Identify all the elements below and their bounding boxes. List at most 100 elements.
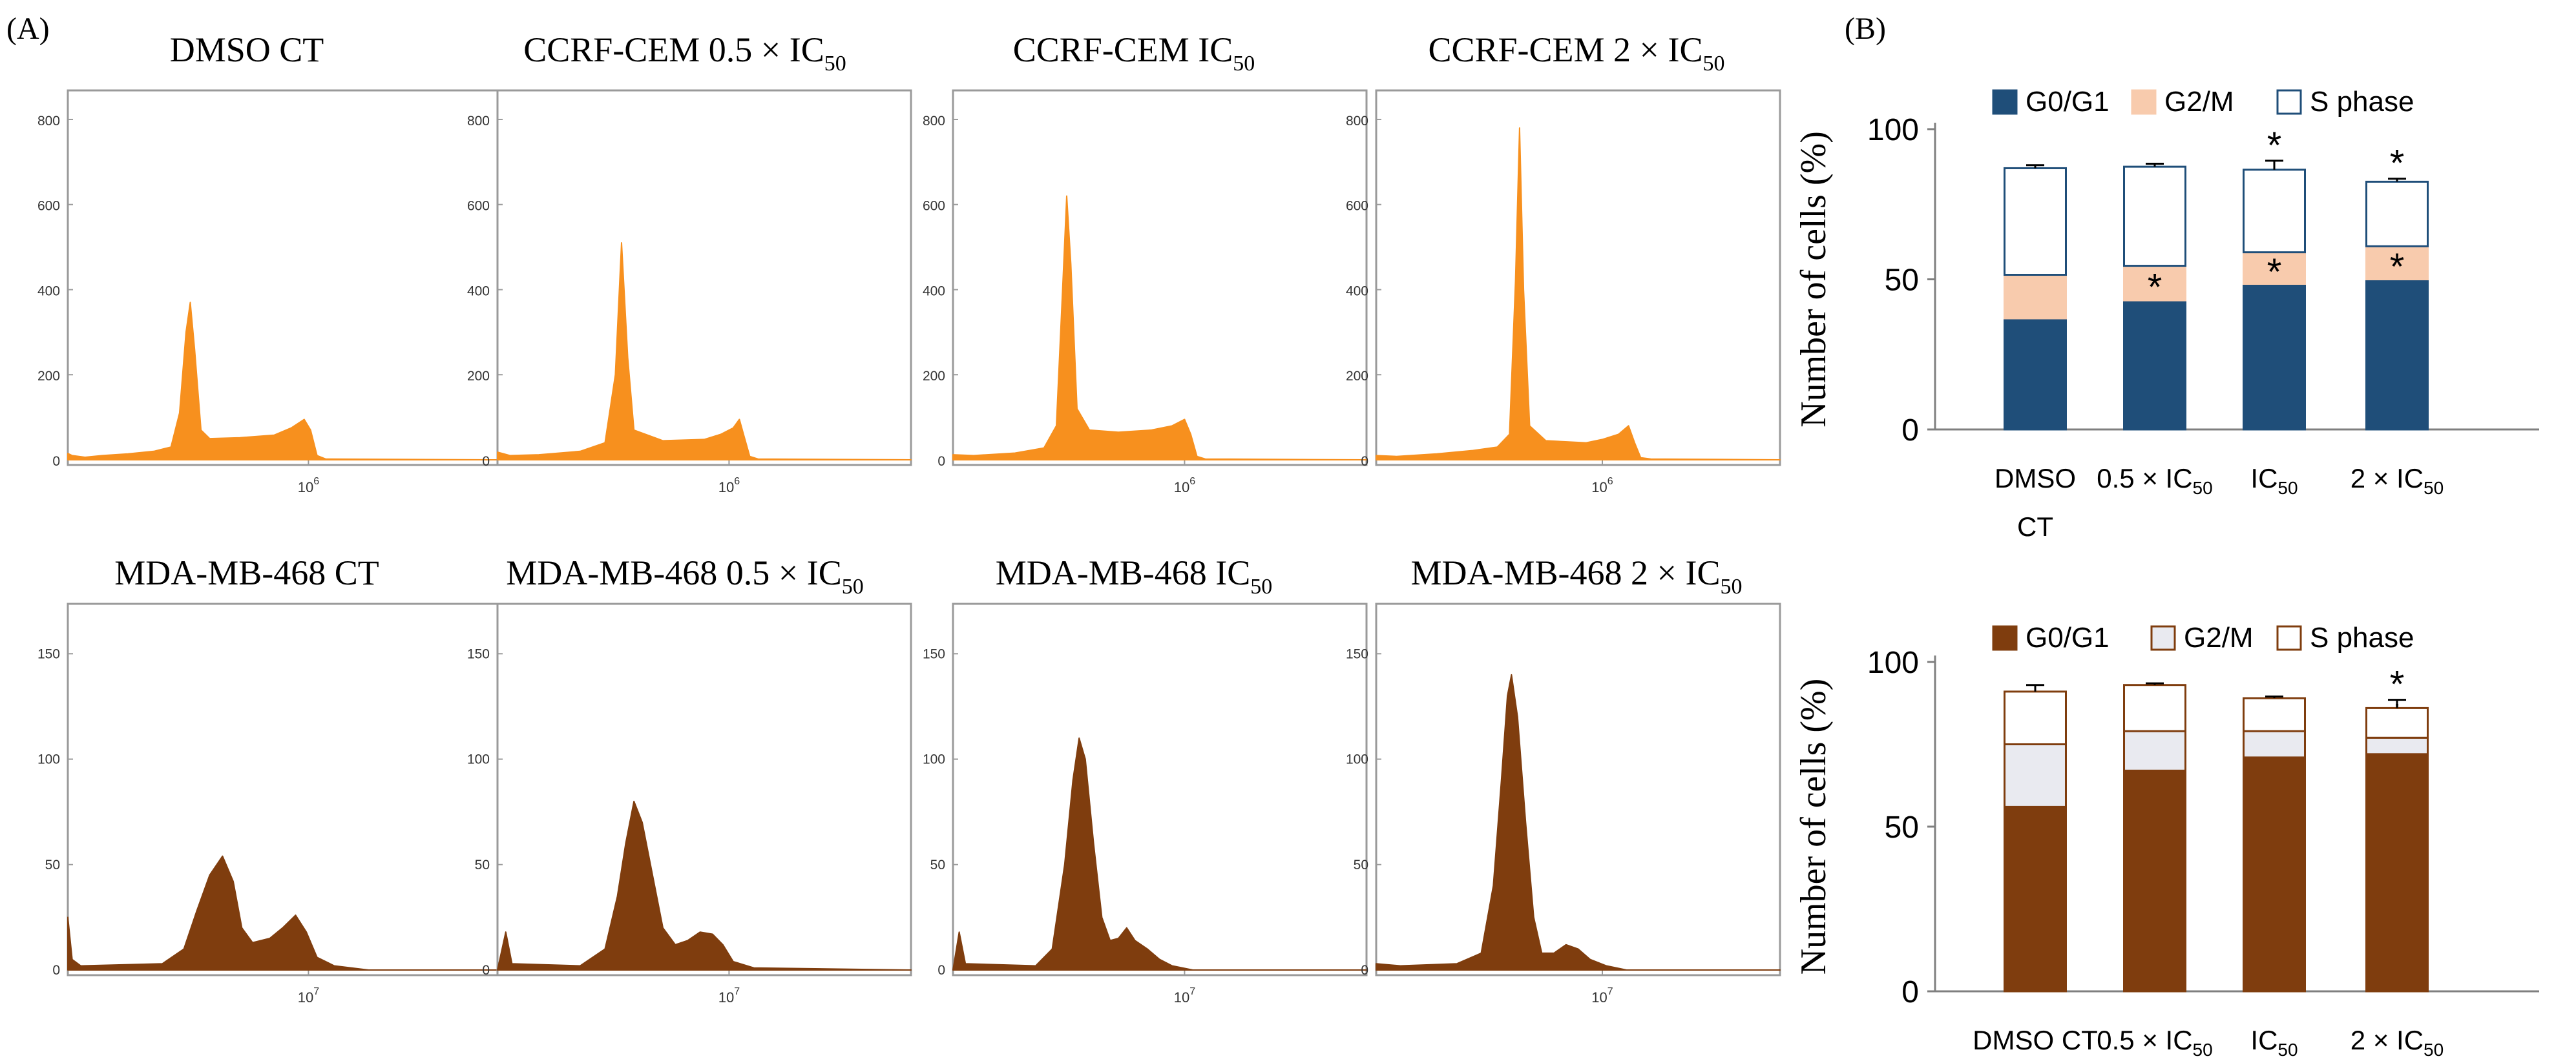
histogram-ytick-label: 50 — [930, 858, 945, 872]
histogram-ytick-label: 400 — [467, 284, 490, 298]
histogram-ytick-label: 150 — [37, 646, 60, 661]
histogram-ytick-label: 0 — [52, 963, 60, 978]
bar-s-phase — [2004, 167, 2067, 276]
bar-s-phase — [2243, 697, 2306, 732]
histogram-ytick-label: 0 — [937, 963, 945, 978]
stacked-bar-charts: 0 50 100 Number of cells (%) G0/G1 G2/M S phas… — [1794, 86, 2539, 1060]
panel-label-b: (B) — [1845, 12, 1886, 46]
legend-label: S phase — [2310, 86, 2414, 118]
bar-s-phase — [2004, 690, 2067, 746]
panel-label-a: (A) — [6, 12, 50, 46]
bar-g0-g1 — [2365, 753, 2429, 993]
histogram-1: CCRF-CEM 0.5 × IC50 0 200 400 600 800 106 — [467, 30, 912, 495]
legend-label: S phase — [2310, 622, 2414, 654]
histogram-ytick-label: 400 — [37, 284, 60, 298]
legend-swatch — [1992, 625, 2018, 651]
legend-swatch — [2150, 625, 2176, 651]
bar-g2-m — [2365, 245, 2429, 281]
category-label: DMSO — [1995, 463, 2076, 493]
histogram-ytick-label: 100 — [37, 752, 60, 767]
significance-star: * — [2390, 143, 2405, 185]
histogram-title: CCRF-CEM 2 × IC50 — [1428, 30, 1724, 76]
histogram-title: MDA-MB-468 2 × IC50 — [1411, 553, 1743, 599]
legend-label: G0/G1 — [2026, 622, 2110, 654]
histogram-area — [497, 242, 912, 460]
histogram-6: MDA-MB-468 IC50 0 50 100 150 107 — [923, 553, 1368, 1006]
bar-g0-g1 — [2123, 769, 2186, 993]
histogram-xtick-label: 107 — [718, 986, 740, 1006]
histogram-ytick-label: 0 — [937, 454, 945, 469]
bar-g0-g1 — [2365, 278, 2429, 431]
histogram-area — [67, 302, 498, 460]
histogram-xtick-label: 107 — [298, 986, 319, 1006]
y-tick-label: 0 — [1901, 975, 1919, 1009]
bar-g0-g1 — [2123, 299, 2186, 431]
bar-s-phase — [2365, 180, 2429, 247]
bar-g2-m — [2004, 274, 2067, 320]
category-label-line2: CT — [2017, 511, 2053, 542]
histogram-ytick-label: 800 — [923, 114, 945, 129]
significance-star: * — [2267, 125, 2282, 167]
category-label: 2 × IC50 — [2351, 1025, 2444, 1060]
histogram-area — [952, 195, 1367, 460]
histogram-frame — [496, 89, 912, 466]
bar-g2-m — [2123, 265, 2186, 302]
histogram-frame — [952, 89, 1368, 466]
histogram-ytick-label: 600 — [1346, 199, 1368, 214]
histogram-title: MDA-MB-468 IC50 — [996, 553, 1273, 599]
histogram-title: MDA-MB-468 CT — [114, 553, 379, 592]
y-tick-label: 50 — [1885, 810, 1919, 845]
legend-swatch — [1992, 89, 2018, 115]
bar-chart-0: 0 50 100 Number of cells (%) G0/G1 G2/M S phas… — [1794, 86, 2539, 542]
histogram-ytick-label: 200 — [923, 369, 945, 384]
significance-star: * — [2148, 266, 2162, 308]
histogram-ytick-label: 400 — [1346, 284, 1368, 298]
histogram-ytick-label: 0 — [1361, 454, 1368, 469]
histogram-title: DMSO CT — [170, 30, 324, 69]
histogram-ytick-label: 400 — [923, 284, 945, 298]
category-label: 0.5 × IC50 — [2097, 1025, 2212, 1060]
histogram-ytick-label: 800 — [37, 114, 60, 129]
histogram-xtick-label: 107 — [1174, 986, 1195, 1006]
legend-label: G0/G1 — [2026, 86, 2110, 118]
histogram-ytick-label: 150 — [923, 646, 945, 661]
histogram-xtick-label: 106 — [1591, 476, 1613, 495]
legend-label: G2/M — [2184, 622, 2254, 654]
histogram-ytick-label: 150 — [467, 646, 490, 661]
bar-g0-g1 — [2004, 805, 2067, 993]
y-tick-label: 100 — [1867, 113, 1919, 147]
histogram-frame — [67, 603, 499, 976]
bar-g2-m — [2365, 736, 2429, 756]
bar-s-phase — [2123, 165, 2186, 267]
bar-chart-1: 0 50 100 Number of cells (%) G0/G1 G2/M S phas… — [1794, 622, 2539, 1060]
category-label: IC50 — [2250, 463, 2298, 498]
category-label: IC50 — [2250, 1025, 2298, 1060]
y-axis-label: Number of cells (%) — [1794, 131, 1834, 428]
bar-s-phase — [2123, 684, 2186, 732]
histogram-area — [952, 737, 1367, 971]
significance-star: * — [2390, 246, 2405, 288]
histogram-area — [67, 855, 498, 971]
bar-g2-m — [2004, 743, 2067, 808]
histogram-ytick-label: 0 — [482, 454, 490, 469]
histogram-frame — [1375, 603, 1781, 976]
histogram-xtick-label: 107 — [1591, 986, 1613, 1006]
bar-g0-g1 — [2243, 282, 2306, 431]
bar-g0-g1 — [2243, 756, 2306, 993]
significance-star: * — [2390, 664, 2405, 706]
category-label: DMSO CT — [1973, 1025, 2098, 1055]
histogram-ytick-label: 600 — [37, 199, 60, 214]
histogram-xtick-label: 106 — [298, 476, 319, 495]
category-label: 0.5 × IC50 — [2097, 463, 2212, 498]
histogram-ytick-label: 100 — [1346, 752, 1368, 767]
histogram-ytick-label: 100 — [923, 752, 945, 767]
bar-s-phase — [2243, 169, 2306, 254]
histogram-area — [1376, 127, 1781, 460]
y-tick-label: 0 — [1901, 413, 1919, 448]
histogram-xtick-label: 106 — [1174, 476, 1195, 495]
histogram-frame — [496, 603, 912, 976]
histogram-ytick-label: 0 — [1361, 963, 1368, 978]
histogram-5: MDA-MB-468 0.5 × IC50 0 50 100 150 107 — [467, 553, 912, 1006]
